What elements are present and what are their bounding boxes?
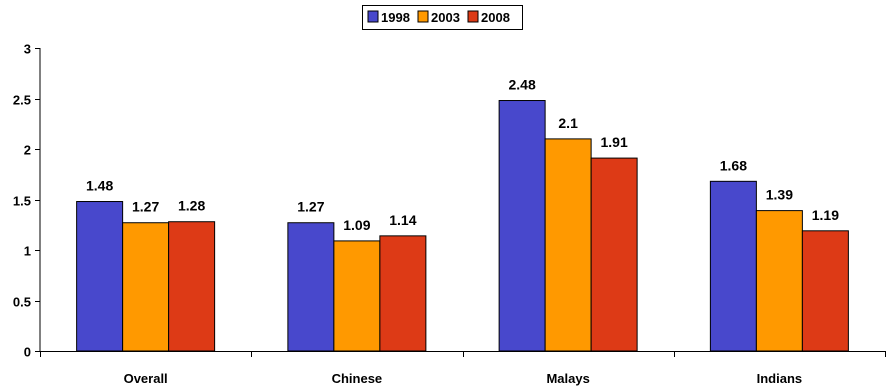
bar-2008-malays [590, 157, 638, 352]
y-tick-label: 0.5 [13, 295, 31, 310]
legend-label: 1998 [381, 10, 410, 25]
x-category-label: Chinese [332, 371, 383, 386]
legend-swatch-2008 [467, 10, 479, 23]
bar-2003-indians [755, 210, 803, 352]
bar-1998-chinese [287, 222, 335, 352]
data-label: 1.39 [766, 187, 793, 203]
legend-swatch-1998 [367, 10, 379, 23]
x-axis: Overall Chinese Malays Indians [40, 351, 886, 386]
bar-1998-malays [498, 100, 546, 352]
y-axis: 0 0.5 1 1.5 2 2.5 3 [13, 42, 41, 360]
legend-box [362, 5, 523, 30]
data-label: 1.14 [389, 212, 416, 228]
y-tick-label: 2.5 [13, 93, 31, 108]
legend-swatch-2003 [417, 10, 429, 23]
data-label: 1.68 [720, 157, 747, 173]
data-label: 1.27 [297, 199, 324, 215]
bar-2003-overall [122, 222, 170, 352]
y-tick-label: 1.5 [13, 194, 31, 209]
data-label: 1.27 [132, 199, 159, 215]
x-category-label: Indians [757, 371, 803, 386]
bar-2003-malays [544, 138, 592, 352]
bar-2008-indians [801, 230, 849, 352]
bar-2008-chinese [379, 235, 427, 352]
data-label: 2.1 [558, 115, 578, 131]
x-category-label: Malays [546, 371, 589, 386]
bar-2008-overall [168, 221, 216, 352]
legend-label: 2003 [431, 10, 460, 25]
data-label: 1.91 [601, 134, 628, 150]
data-label: 1.48 [86, 178, 113, 194]
data-labels: 1.48 1.27 1.28 1.27 1.09 1.14 2.48 2.1 1.91 1.68 1… [86, 77, 839, 233]
y-tick-label: 1 [24, 244, 31, 259]
y-tick-label: 2 [24, 143, 31, 158]
data-label: 1.19 [812, 207, 839, 223]
y-tick-label: 3 [24, 42, 31, 57]
bar-1998-indians [709, 180, 757, 352]
data-label: 1.28 [178, 198, 205, 214]
data-label: 2.48 [509, 77, 536, 93]
bars [76, 100, 849, 352]
legend: 1998 2003 2008 [362, 5, 523, 30]
bar-2003-chinese [333, 240, 381, 352]
y-tick-label: 0 [24, 345, 31, 360]
x-category-label: Overall [124, 371, 168, 386]
legend-label: 2008 [481, 10, 510, 25]
bar-1998-overall [76, 201, 124, 352]
data-label: 1.09 [343, 217, 370, 233]
